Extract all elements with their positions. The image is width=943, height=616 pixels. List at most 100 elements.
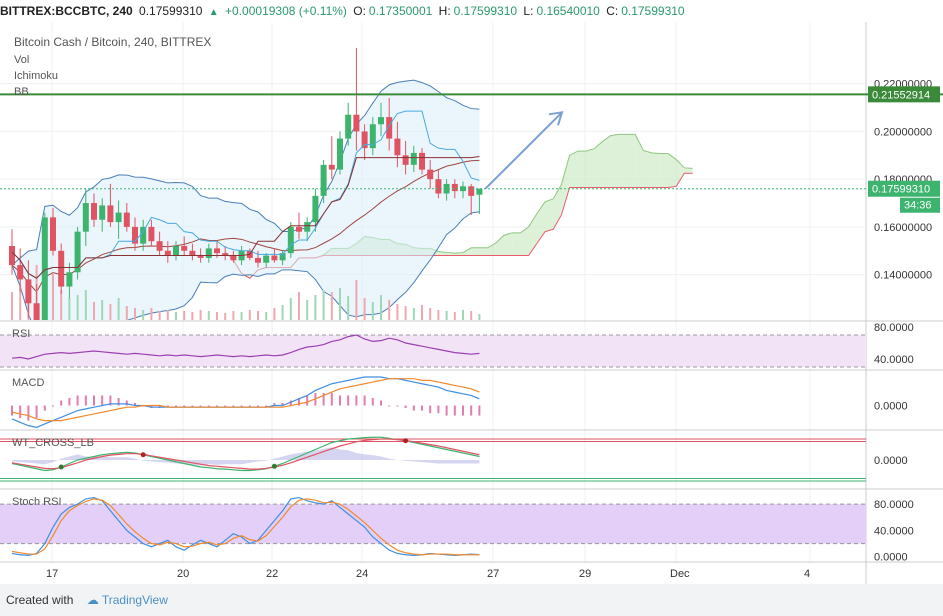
bollinger-upper [11,79,480,266]
candle [140,219,147,251]
volume-bar [93,302,95,320]
candle [361,124,368,161]
price-tick-label: 0.20000000 [874,126,932,138]
macd-histogram-bar [43,405,46,411]
volume-bar [84,290,87,320]
candle-body [410,152,417,165]
macd-histogram-bar [125,400,128,406]
candle-body [271,255,278,261]
macd-histogram-bar [298,397,300,406]
symbol-name[interactable]: BITTREX:BCCBTC, 240 [0,4,133,18]
volume-bar [142,310,145,320]
candle-body [50,217,56,251]
candle-body [123,212,130,227]
ichimoku-cloud [471,247,480,256]
candle-body [394,138,401,156]
indicator-tick-label: 80.0000 [874,499,914,511]
candle-body [17,265,24,280]
macd-histogram-bar [117,397,120,406]
volume-bar [437,310,440,320]
volume-bar [257,311,259,320]
indicator-title: WT_CROSS_LB [12,437,94,449]
candle [173,241,179,261]
price-tick-label: 0.14000000 [874,270,932,282]
candle-body [74,231,81,273]
volume-bar [175,312,177,320]
chart-title: Bitcoin Cash / Bitcoin, 240, BITTREX [14,35,211,49]
candle-body [320,164,327,196]
legend-vol[interactable]: Vol [14,54,29,66]
candle [476,188,483,215]
macd-histogram-bar [35,405,38,419]
candle [230,250,237,263]
macd-histogram-bar [421,405,423,411]
rsi-line [11,334,480,360]
candle [74,226,81,280]
candle [353,47,360,151]
macd-histogram-bar [11,405,13,416]
candle-body [460,186,466,192]
candle [427,160,434,189]
candle-body [9,246,15,266]
candle-body [361,131,368,149]
created-with-label: Created with [6,593,74,607]
hline-price-tag [868,86,940,103]
chart-canvas[interactable]: RSI MACD WT_CROSS_LB Stoch RSI 0.14000000 0.… [0,22,943,584]
ichimoku-cloud [577,151,586,188]
candle [443,179,450,201]
candle-body [222,253,229,256]
candle-body [451,183,458,192]
candle [164,241,171,263]
candle-body [99,205,106,220]
volume-bar [281,305,284,320]
macd-histogram-bar [248,405,251,407]
time-tick-label: 20 [177,568,189,580]
time-tick-label: 17 [46,568,58,580]
candle-body [443,183,450,194]
last-price-tag [868,180,940,197]
ichimoku-cloud [627,134,636,188]
candle-body [435,179,442,194]
macd-histogram-bar [224,405,227,407]
volume-bar [273,308,276,320]
wt-area [12,447,480,466]
macd-histogram-bar [429,405,432,414]
macd-histogram-bar [84,395,87,406]
volume-bar [60,290,63,320]
countdown-tag [900,197,940,213]
macd-histogram-bar [175,405,177,407]
candle-body [263,255,270,263]
macd-histogram-bar [478,405,481,416]
ichimoku-cloud [487,243,496,256]
candle [205,243,212,263]
volume-bar [158,311,161,320]
tradingview-brand[interactable]: TradingView [101,593,168,607]
macd-histogram-bar [240,405,243,407]
footer: Created with ☁ TradingView [0,584,943,616]
macd-histogram-bar [437,405,440,414]
candle-body [181,246,188,251]
volume-bar [339,288,341,320]
candle [279,250,286,266]
candle-body [82,203,89,232]
candle-body [148,226,155,242]
volume-bar [298,292,300,320]
volume-bar [380,295,382,320]
countdown-label: 34:36 [904,200,932,212]
macd-histogram-bar [199,405,202,407]
legend-bb[interactable]: BB [14,86,29,98]
legend-ichimoku[interactable]: Ichimoku [14,70,58,82]
ichimoku-cloud [504,232,513,256]
macd-histogram-bar [265,405,268,407]
candle [328,136,335,180]
candle [419,148,425,175]
high-label: H: [438,4,451,18]
ichimoku-cloud [651,152,660,188]
wt2-line [11,438,480,470]
macd-histogram-bar [27,405,30,421]
indicator-tick-label: 0.0000 [874,455,908,467]
wt-cross-dot [271,463,277,469]
volume-bar [363,298,366,320]
candle [378,102,384,137]
candle [156,231,163,256]
